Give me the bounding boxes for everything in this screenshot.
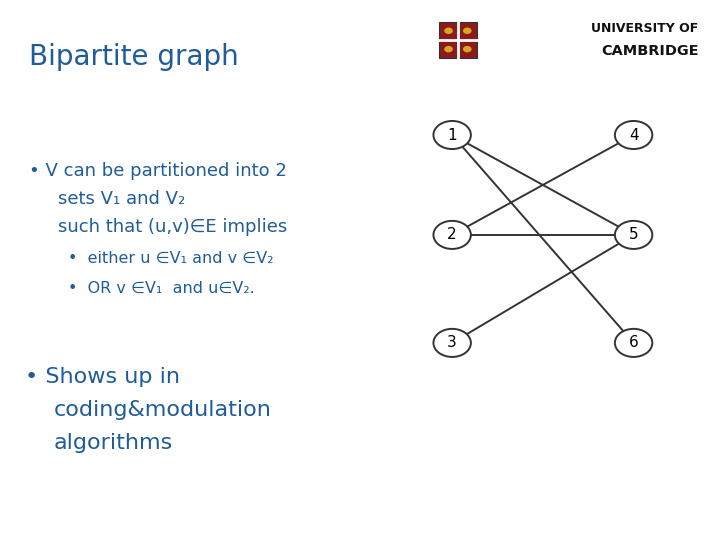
Circle shape [444,28,453,34]
Circle shape [615,221,652,249]
Text: coding&modulation: coding&modulation [54,400,272,420]
FancyBboxPatch shape [439,22,477,58]
Circle shape [433,329,471,357]
Text: Bipartite graph: Bipartite graph [29,43,238,71]
Circle shape [615,121,652,149]
Circle shape [615,329,652,357]
Text: algorithms: algorithms [54,433,174,453]
Text: 6: 6 [629,335,639,350]
Text: 1: 1 [447,127,457,143]
Text: • V can be partitioned into 2: • V can be partitioned into 2 [29,162,287,180]
Text: 4: 4 [629,127,639,143]
Text: • Shows up in: • Shows up in [25,367,180,387]
Circle shape [433,121,471,149]
Text: such that (u,v)∈E implies: such that (u,v)∈E implies [58,218,287,236]
Text: •  either u ∈V₁ and v ∈V₂: • either u ∈V₁ and v ∈V₂ [68,251,274,266]
Circle shape [433,221,471,249]
Text: •  OR v ∈V₁  and u∈V₂.: • OR v ∈V₁ and u∈V₂. [68,281,255,296]
Text: sets V₁ and V₂: sets V₁ and V₂ [58,190,185,208]
Circle shape [444,46,453,52]
Circle shape [463,28,472,34]
Text: 5: 5 [629,227,639,242]
Text: CAMBRIDGE: CAMBRIDGE [601,44,698,58]
Text: UNIVERSITY OF: UNIVERSITY OF [591,22,698,35]
Circle shape [463,46,472,52]
Text: 3: 3 [447,335,457,350]
Text: 2: 2 [447,227,457,242]
